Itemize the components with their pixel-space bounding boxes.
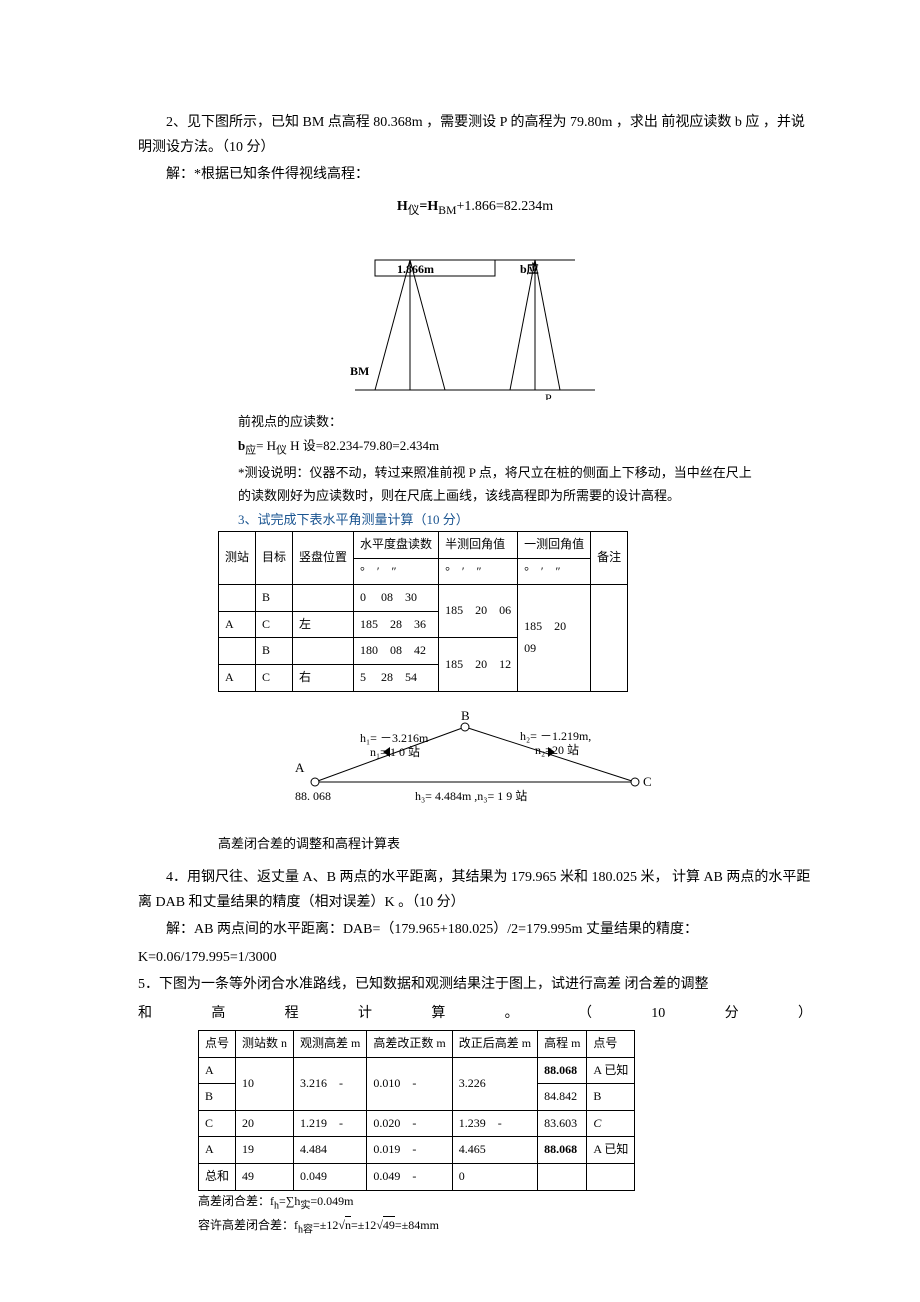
height-label: 1.866m — [397, 262, 434, 276]
closure1: 高差闭合差：fh=∑h实=0.049m — [198, 1191, 812, 1215]
table-row: C201.219 - 0.020 -1.239 -83.603C — [199, 1110, 635, 1137]
p-label: P — [545, 391, 552, 400]
diagram3-caption: 高差闭合差的调整和高程计算表 — [218, 832, 812, 855]
foresight-title: 前视点的应读数： — [238, 410, 812, 433]
q4-sol2: K=0.06/179.995=1/3000 — [138, 945, 812, 970]
closure2: 容许高差闭合差：fh容=±12√n=±12√49=±84mm — [198, 1215, 812, 1239]
q5-text: 5．下图为一条等外闭合水准路线，已知数据和观测结果注于图上，试进行高差 闭合差的… — [138, 972, 812, 997]
table-row: 总和490.049 0.049 -0 — [199, 1164, 635, 1191]
q5-spread: 和高程 计算。 （10分 ） — [138, 1001, 812, 1026]
q2-sol: 解：*根据已知条件得视线高程： — [138, 162, 812, 187]
q2-text: 2、见下图所示，已知 BM 点高程 80.368m ，需要测设 P 的高程为 7… — [138, 110, 812, 160]
svg-text:h₂= －1.219m,: h₂= －1.219m, — [520, 729, 591, 743]
svg-text:B: B — [461, 708, 470, 723]
svg-text:88. 068: 88. 068 — [295, 789, 331, 803]
svg-text:n₁= 1 0 站: n₁= 1 0 站 — [370, 745, 420, 759]
q4-text: 4．用钢尺往、返丈量 A、B 两点的水平距离，其结果为 179.965 米和 1… — [138, 865, 812, 915]
q3-table: 测站 目标 竖盘位置 水平度盘读数 半测回角值 一测回角值 备注 ° ′ ″ °… — [218, 531, 628, 692]
bm-label: BM — [350, 364, 369, 378]
svg-text:A: A — [295, 760, 305, 775]
q5-table: 点号测站数 n观测高差 m 高差改正数 m改正后高差 m高程 m点号 A 10 … — [198, 1030, 635, 1191]
q2-formula2: b应= H仪 H 设=82.234-79.80=2.434m — [238, 434, 812, 461]
svg-text:h₃= 4.484m ,n₃= 1 9 站: h₃= 4.484m ,n₃= 1 9 站 — [415, 789, 527, 803]
table-row: A194.484 0.019 -4.46588.068A 已知 — [199, 1137, 635, 1164]
table-row: B 0 08 30 185 20 06 185 2009 — [219, 585, 628, 612]
leveling-diagram: A B C 88. 068 h₁= －3.216m n₁= 1 0 站 h₂= … — [138, 702, 812, 855]
q2-diagram: 1.866m b应 BM P — [138, 230, 812, 400]
q3-title: 3、试完成下表水平角测量计算（10 分） — [238, 508, 812, 531]
table-row: 点号测站数 n观测高差 m 高差改正数 m改正后高差 m高程 m点号 — [199, 1031, 635, 1058]
table-row: A 10 3.216 - 0.010 - 3.226 88.068A 已知 — [199, 1057, 635, 1084]
svg-text:C: C — [643, 774, 652, 789]
q2-method: *测设说明：仪器不动，转过来照准前视 P 点，将尺立在桩的侧面上下移动，当中丝在… — [238, 461, 752, 508]
q4-sol1: 解：AB 两点间的水平距离：DAB=（179.965+180.025）/2=17… — [138, 917, 812, 942]
svg-text:h₁= －3.216m: h₁= －3.216m — [360, 731, 429, 745]
table-row: 测站 目标 竖盘位置 水平度盘读数 半测回角值 一测回角值 备注 — [219, 532, 628, 559]
q2-formula1: H仪=HBM+1.866=82.234m — [138, 194, 812, 221]
svg-text:n₂=20 站: n₂=20 站 — [535, 743, 579, 757]
